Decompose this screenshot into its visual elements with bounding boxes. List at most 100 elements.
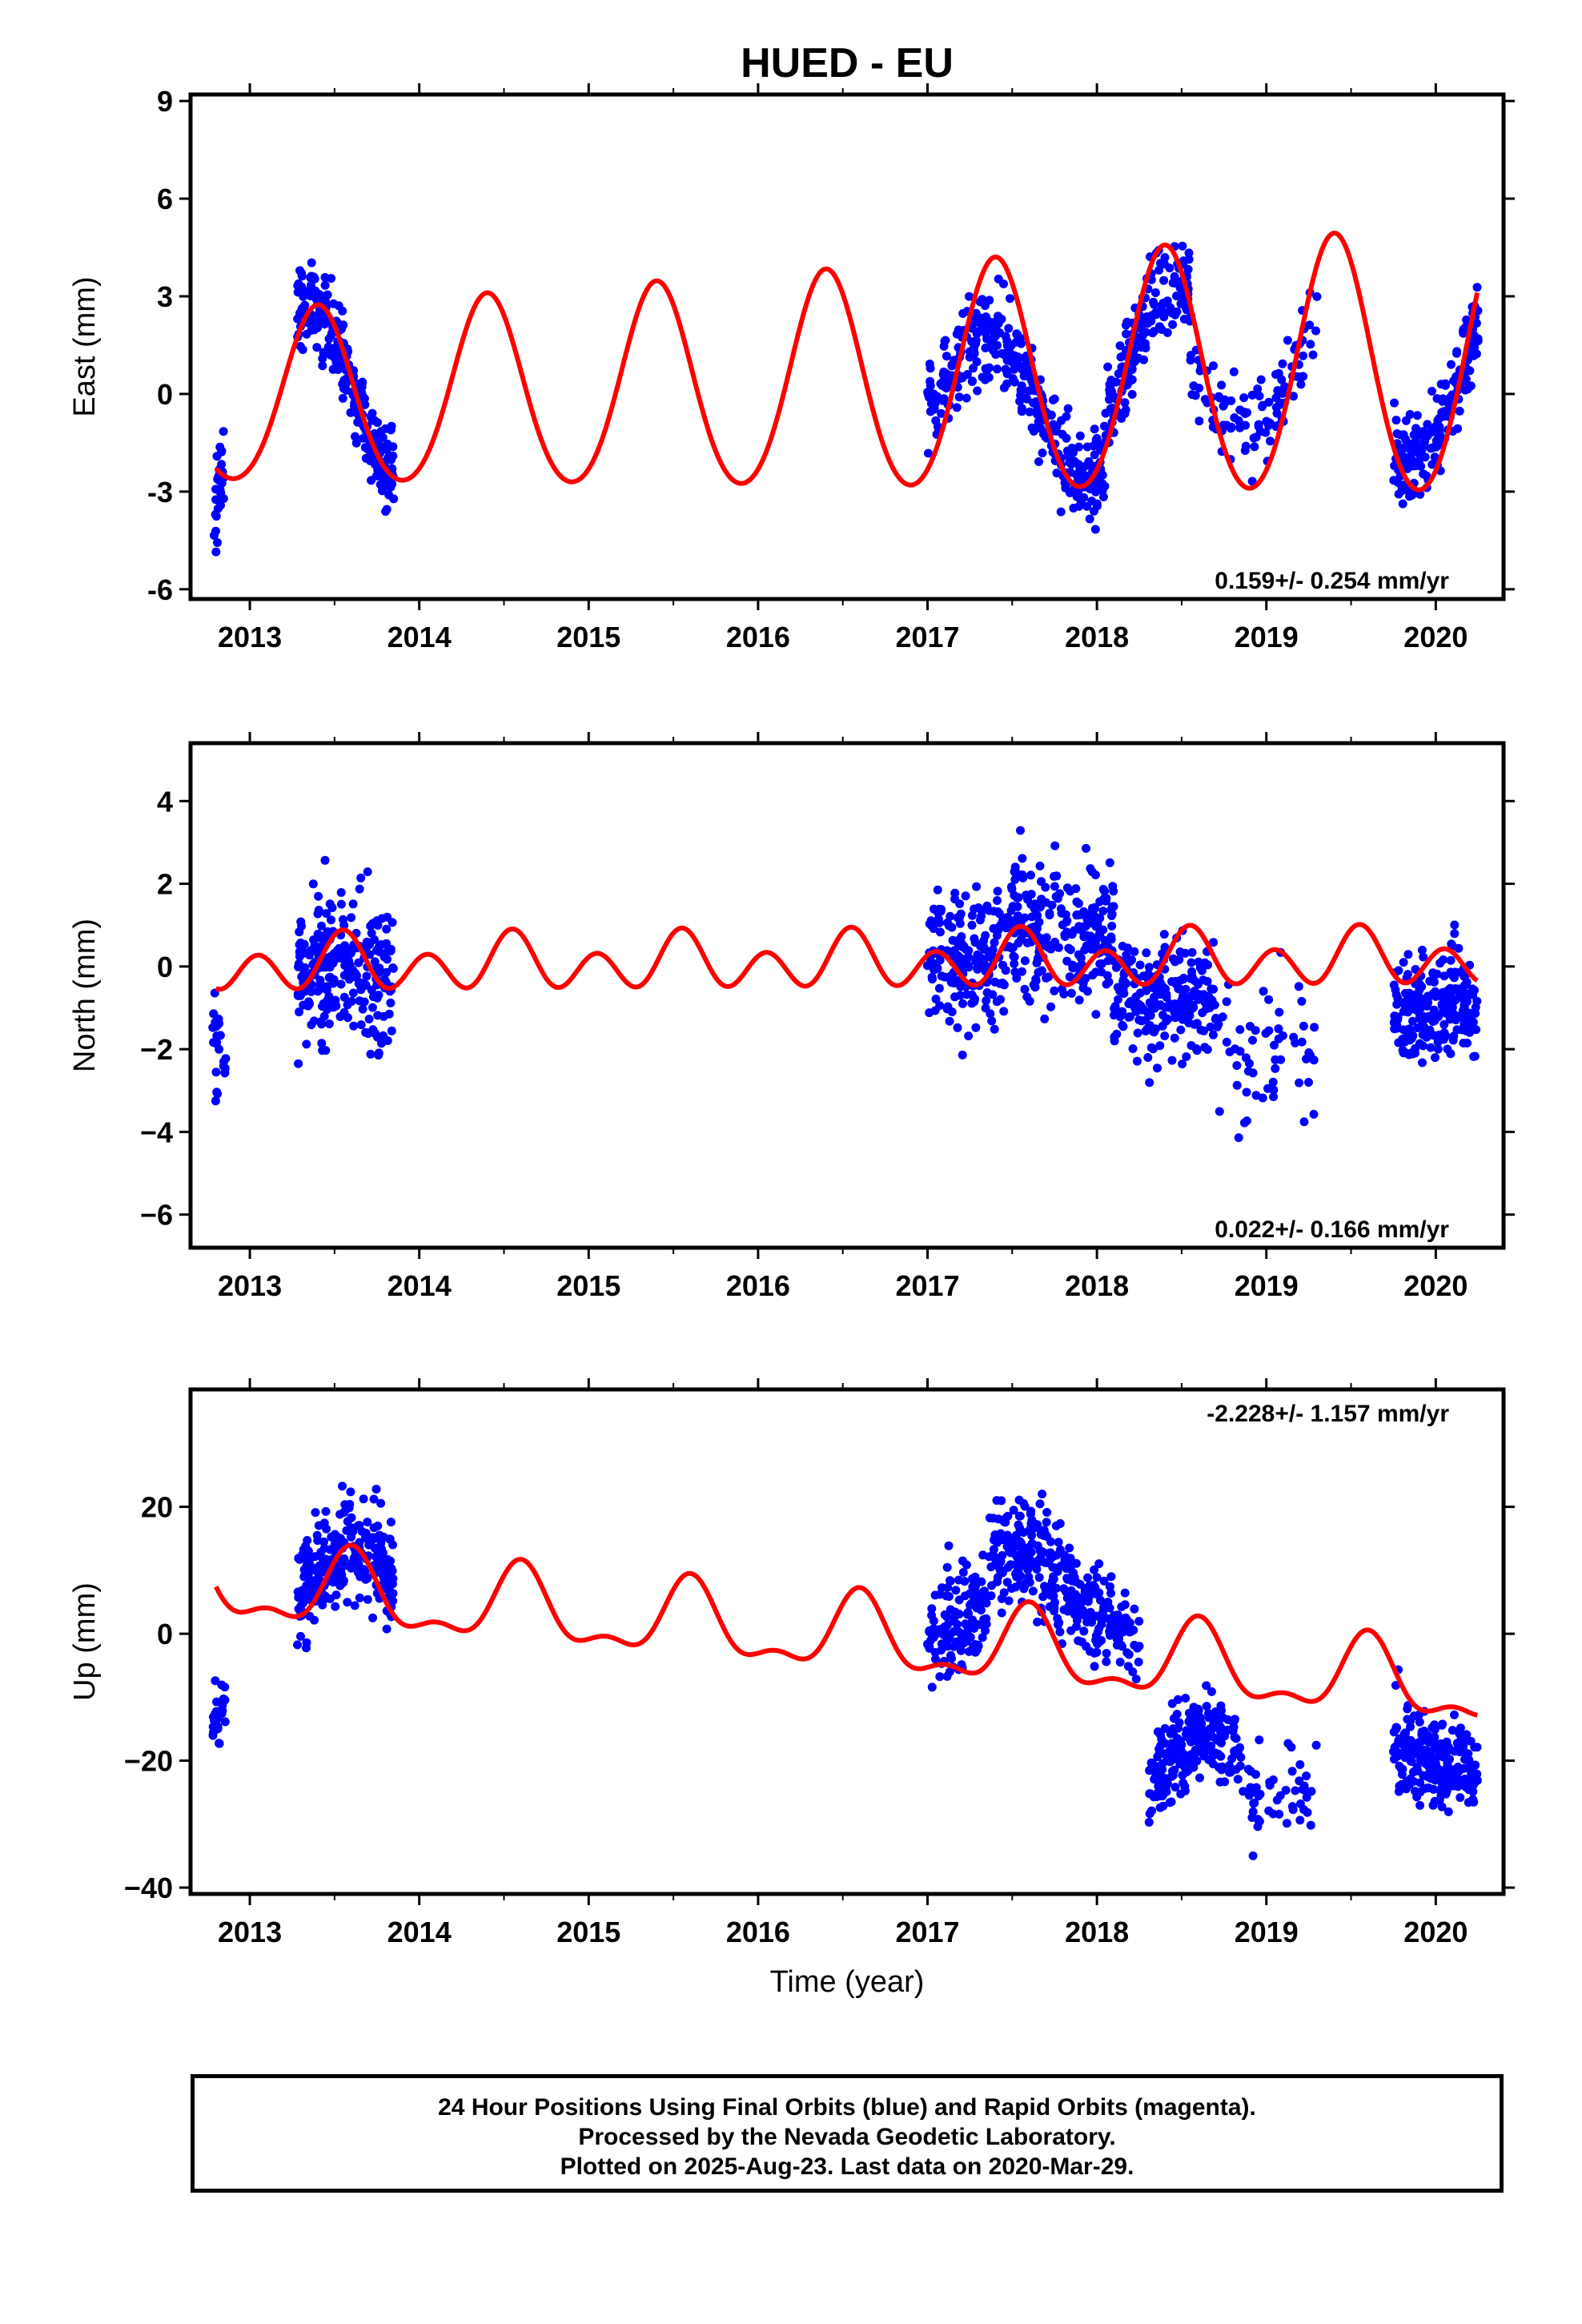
data-point: [337, 1570, 347, 1579]
data-point: [1277, 375, 1287, 384]
data-point: [953, 1620, 962, 1629]
data-point: [1094, 1559, 1104, 1569]
data-point: [1253, 384, 1263, 394]
data-point: [1118, 352, 1128, 361]
data-point: [1155, 1803, 1165, 1812]
model-fit-curve: [214, 1542, 1478, 1718]
data-point: [1291, 1038, 1300, 1047]
data-point: [1025, 996, 1034, 1006]
data-point: [1143, 969, 1153, 979]
data-point: [295, 947, 304, 956]
data-point: [1127, 390, 1137, 399]
data-point: [1398, 499, 1407, 509]
data-point: [1401, 1784, 1411, 1794]
data-point: [975, 313, 985, 323]
data-point: [353, 1554, 363, 1564]
data-point: [1074, 460, 1083, 469]
data-point: [1416, 1003, 1425, 1013]
model-fit-curve: [214, 231, 1480, 493]
x-tick-label: 2020: [1403, 1916, 1468, 1948]
data-point: [935, 955, 945, 965]
data-point: [1153, 1727, 1162, 1736]
data-point: [1006, 1534, 1016, 1544]
data-point: [1242, 1088, 1251, 1097]
data-point: [1399, 1048, 1408, 1058]
data-point: [1409, 430, 1419, 440]
data-point: [1066, 988, 1076, 998]
data-point: [296, 1631, 305, 1641]
data-point: [1189, 1703, 1199, 1712]
data-point: [1287, 1802, 1297, 1811]
data-point: [994, 274, 1003, 283]
data-point: [947, 923, 957, 932]
data-point: [335, 1012, 345, 1021]
data-point: [384, 1009, 394, 1019]
data-point: [1006, 1541, 1015, 1550]
data-point: [1241, 1053, 1251, 1063]
data-point: [339, 915, 347, 924]
data-point: [1443, 1807, 1453, 1816]
data-point: [1178, 991, 1187, 1001]
x-tick-label: 2019: [1235, 1916, 1299, 1948]
data-point: [319, 999, 328, 1008]
data-point: [208, 1731, 218, 1740]
data-point: [1443, 1044, 1452, 1054]
data-point: [1045, 1602, 1054, 1611]
data-point: [1256, 375, 1266, 384]
data-point: [1082, 914, 1092, 923]
x-tick-label: 2014: [387, 1916, 452, 1948]
data-point: [1231, 1044, 1240, 1054]
data-point: [376, 940, 386, 949]
data-point: [964, 952, 974, 962]
data-point: [1186, 1715, 1195, 1725]
data-point: [1226, 424, 1235, 433]
data-point: [1447, 939, 1456, 949]
data-point: [952, 1637, 962, 1647]
data-point: [388, 1589, 398, 1598]
data-point: [1113, 1634, 1122, 1643]
data-point: [937, 408, 946, 418]
data-point: [1173, 1695, 1182, 1704]
data-point: [1122, 329, 1131, 339]
y-tick-label: 2: [157, 868, 173, 901]
data-point: [1447, 1726, 1457, 1735]
data-point: [1309, 1109, 1319, 1119]
data-point: [1124, 999, 1134, 1008]
data-point: [221, 1054, 231, 1063]
data-point: [1190, 1019, 1199, 1029]
data-point: [1417, 945, 1427, 955]
data-point: [1410, 995, 1419, 1005]
data-point: [1043, 1549, 1053, 1558]
data-point: [1106, 1589, 1115, 1598]
data-point: [1162, 296, 1172, 306]
data-point: [1072, 470, 1081, 480]
data-point: [1202, 1681, 1211, 1691]
data-point: [1423, 1761, 1433, 1771]
data-point: [1066, 945, 1075, 955]
data-point: [1079, 1626, 1089, 1636]
data-point: [1202, 1702, 1211, 1711]
data-point: [1407, 448, 1417, 457]
data-point: [933, 392, 942, 401]
data-point: [295, 991, 305, 1000]
data-point: [985, 1514, 994, 1522]
data-point: [1040, 1014, 1050, 1023]
data-point: [1010, 952, 1019, 962]
data-point: [317, 1039, 327, 1048]
data-point: [963, 1626, 973, 1635]
data-point: [1123, 1662, 1133, 1671]
data-point: [1135, 332, 1144, 342]
data-point: [1144, 1818, 1154, 1827]
data-point: [1460, 1003, 1469, 1012]
data-point: [357, 1526, 367, 1536]
y-axis-label: East (mm): [68, 276, 102, 416]
data-point: [295, 927, 304, 937]
data-point: [1038, 448, 1047, 458]
data-point: [958, 999, 967, 1008]
data-point: [346, 408, 355, 417]
data-point: [1302, 1787, 1311, 1796]
data-point: [1051, 892, 1061, 901]
data-point: [972, 357, 982, 367]
data-point: [986, 1009, 995, 1019]
data-point: [1158, 1791, 1167, 1801]
